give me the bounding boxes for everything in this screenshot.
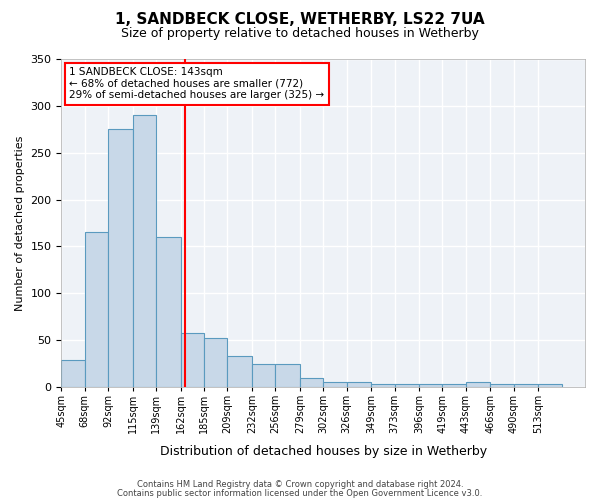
Text: Size of property relative to detached houses in Wetherby: Size of property relative to detached ho…	[121, 28, 479, 40]
Bar	[85, 232, 108, 387]
Text: 1 SANDBECK CLOSE: 143sqm
← 68% of detached houses are smaller (772)
29% of semi-: 1 SANDBECK CLOSE: 143sqm ← 68% of detach…	[69, 67, 325, 100]
Bar	[275, 364, 300, 387]
Bar	[514, 384, 538, 387]
Text: Contains public sector information licensed under the Open Government Licence v3: Contains public sector information licen…	[118, 488, 482, 498]
Bar	[252, 364, 275, 387]
Bar	[490, 384, 514, 387]
Bar	[538, 384, 562, 387]
X-axis label: Distribution of detached houses by size in Wetherby: Distribution of detached houses by size …	[160, 444, 487, 458]
Bar	[108, 130, 133, 387]
Bar	[323, 382, 347, 387]
Bar	[61, 360, 85, 387]
Bar	[371, 384, 395, 387]
Bar	[300, 378, 323, 387]
Bar	[442, 384, 466, 387]
Bar	[347, 382, 371, 387]
Text: 1, SANDBECK CLOSE, WETHERBY, LS22 7UA: 1, SANDBECK CLOSE, WETHERBY, LS22 7UA	[115, 12, 485, 28]
Bar	[395, 384, 419, 387]
Text: Contains HM Land Registry data © Crown copyright and database right 2024.: Contains HM Land Registry data © Crown c…	[137, 480, 463, 489]
Bar	[156, 237, 181, 387]
Bar	[466, 382, 490, 387]
Bar	[181, 332, 204, 387]
Bar	[227, 356, 252, 387]
Y-axis label: Number of detached properties: Number of detached properties	[15, 136, 25, 310]
Bar	[133, 115, 156, 387]
Bar	[204, 338, 227, 387]
Bar	[419, 384, 442, 387]
